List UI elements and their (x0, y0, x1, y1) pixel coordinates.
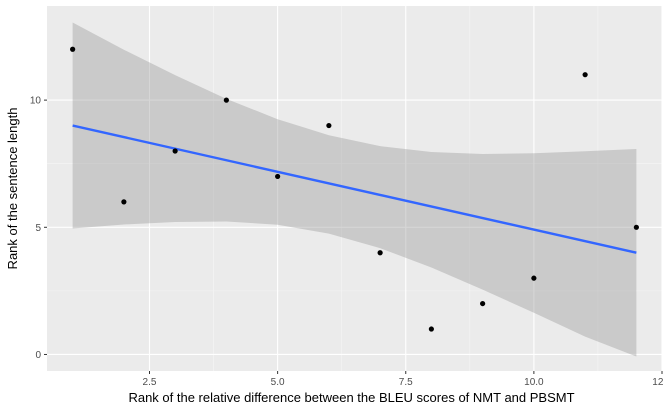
x-tick-label: 2.5 (143, 377, 157, 388)
data-point (428, 326, 434, 332)
x-tick-label: 5.0 (271, 377, 285, 388)
y-tick-label: 10 (30, 96, 42, 107)
y-axis-title: Rank of the sentence length (5, 108, 20, 270)
minor-gridlines (47, 6, 662, 371)
x-tick-label: 7.5 (399, 377, 413, 388)
major-gridlines (47, 6, 663, 371)
y-tick-label: 0 (35, 350, 41, 361)
data-points (70, 46, 639, 332)
data-point (326, 122, 332, 129)
y-axis-ticks: 0 5 10 (30, 96, 47, 361)
data-point (275, 173, 281, 180)
x-axis-ticks: 2.5 5.0 7.5 10.0 12.5 (143, 371, 664, 388)
data-point (70, 46, 76, 52)
data-point (172, 148, 178, 154)
x-axis-title: Rank of the relative difference between … (128, 390, 574, 405)
data-point (480, 300, 486, 307)
data-point (582, 72, 588, 78)
data-point (633, 224, 639, 230)
data-point (121, 199, 127, 205)
data-point (531, 275, 537, 281)
data-point (377, 250, 383, 256)
x-tick-label: 12.5 (652, 377, 664, 388)
regression-line (72, 124, 637, 254)
y-tick-label: 5 (35, 223, 41, 234)
x-tick-label: 10.0 (524, 377, 544, 388)
data-point (223, 97, 229, 103)
